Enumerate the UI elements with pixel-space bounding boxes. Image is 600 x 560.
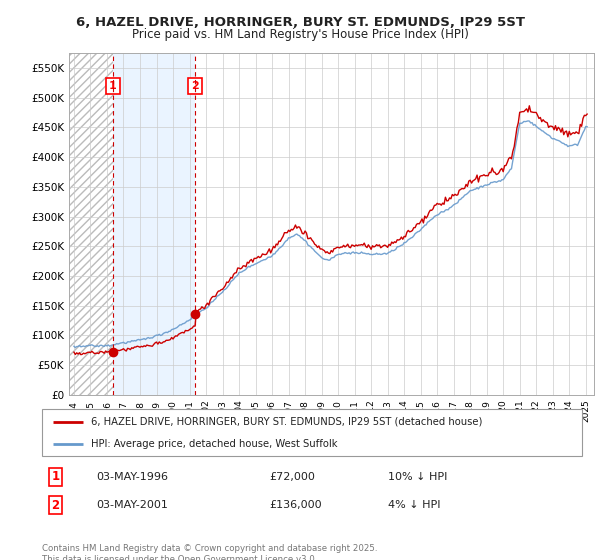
Text: Contains HM Land Registry data © Crown copyright and database right 2025.
This d: Contains HM Land Registry data © Crown c… [42,544,377,560]
Text: £72,000: £72,000 [269,472,314,482]
Bar [113,53,196,395]
Text: 03-MAY-2001: 03-MAY-2001 [96,500,168,510]
Text: 4% ↓ HPI: 4% ↓ HPI [388,500,440,510]
Text: 6, HAZEL DRIVE, HORRINGER, BURY ST. EDMUNDS, IP29 5ST: 6, HAZEL DRIVE, HORRINGER, BURY ST. EDMU… [76,16,524,29]
Text: 2: 2 [52,498,59,511]
Text: 10% ↓ HPI: 10% ↓ HPI [388,472,447,482]
Text: Price paid vs. HM Land Registry's House Price Index (HPI): Price paid vs. HM Land Registry's House … [131,28,469,41]
Text: 6, HAZEL DRIVE, HORRINGER, BURY ST. EDMUNDS, IP29 5ST (detached house): 6, HAZEL DRIVE, HORRINGER, BURY ST. EDMU… [91,417,482,427]
Text: £136,000: £136,000 [269,500,322,510]
Text: 03-MAY-1996: 03-MAY-1996 [96,472,168,482]
Text: HPI: Average price, detached house, West Suffolk: HPI: Average price, detached house, West… [91,438,337,449]
Text: 2: 2 [191,81,199,91]
Text: 1: 1 [52,470,59,483]
FancyBboxPatch shape [42,409,582,456]
Bar [69,53,113,395]
Text: 1: 1 [109,81,117,91]
